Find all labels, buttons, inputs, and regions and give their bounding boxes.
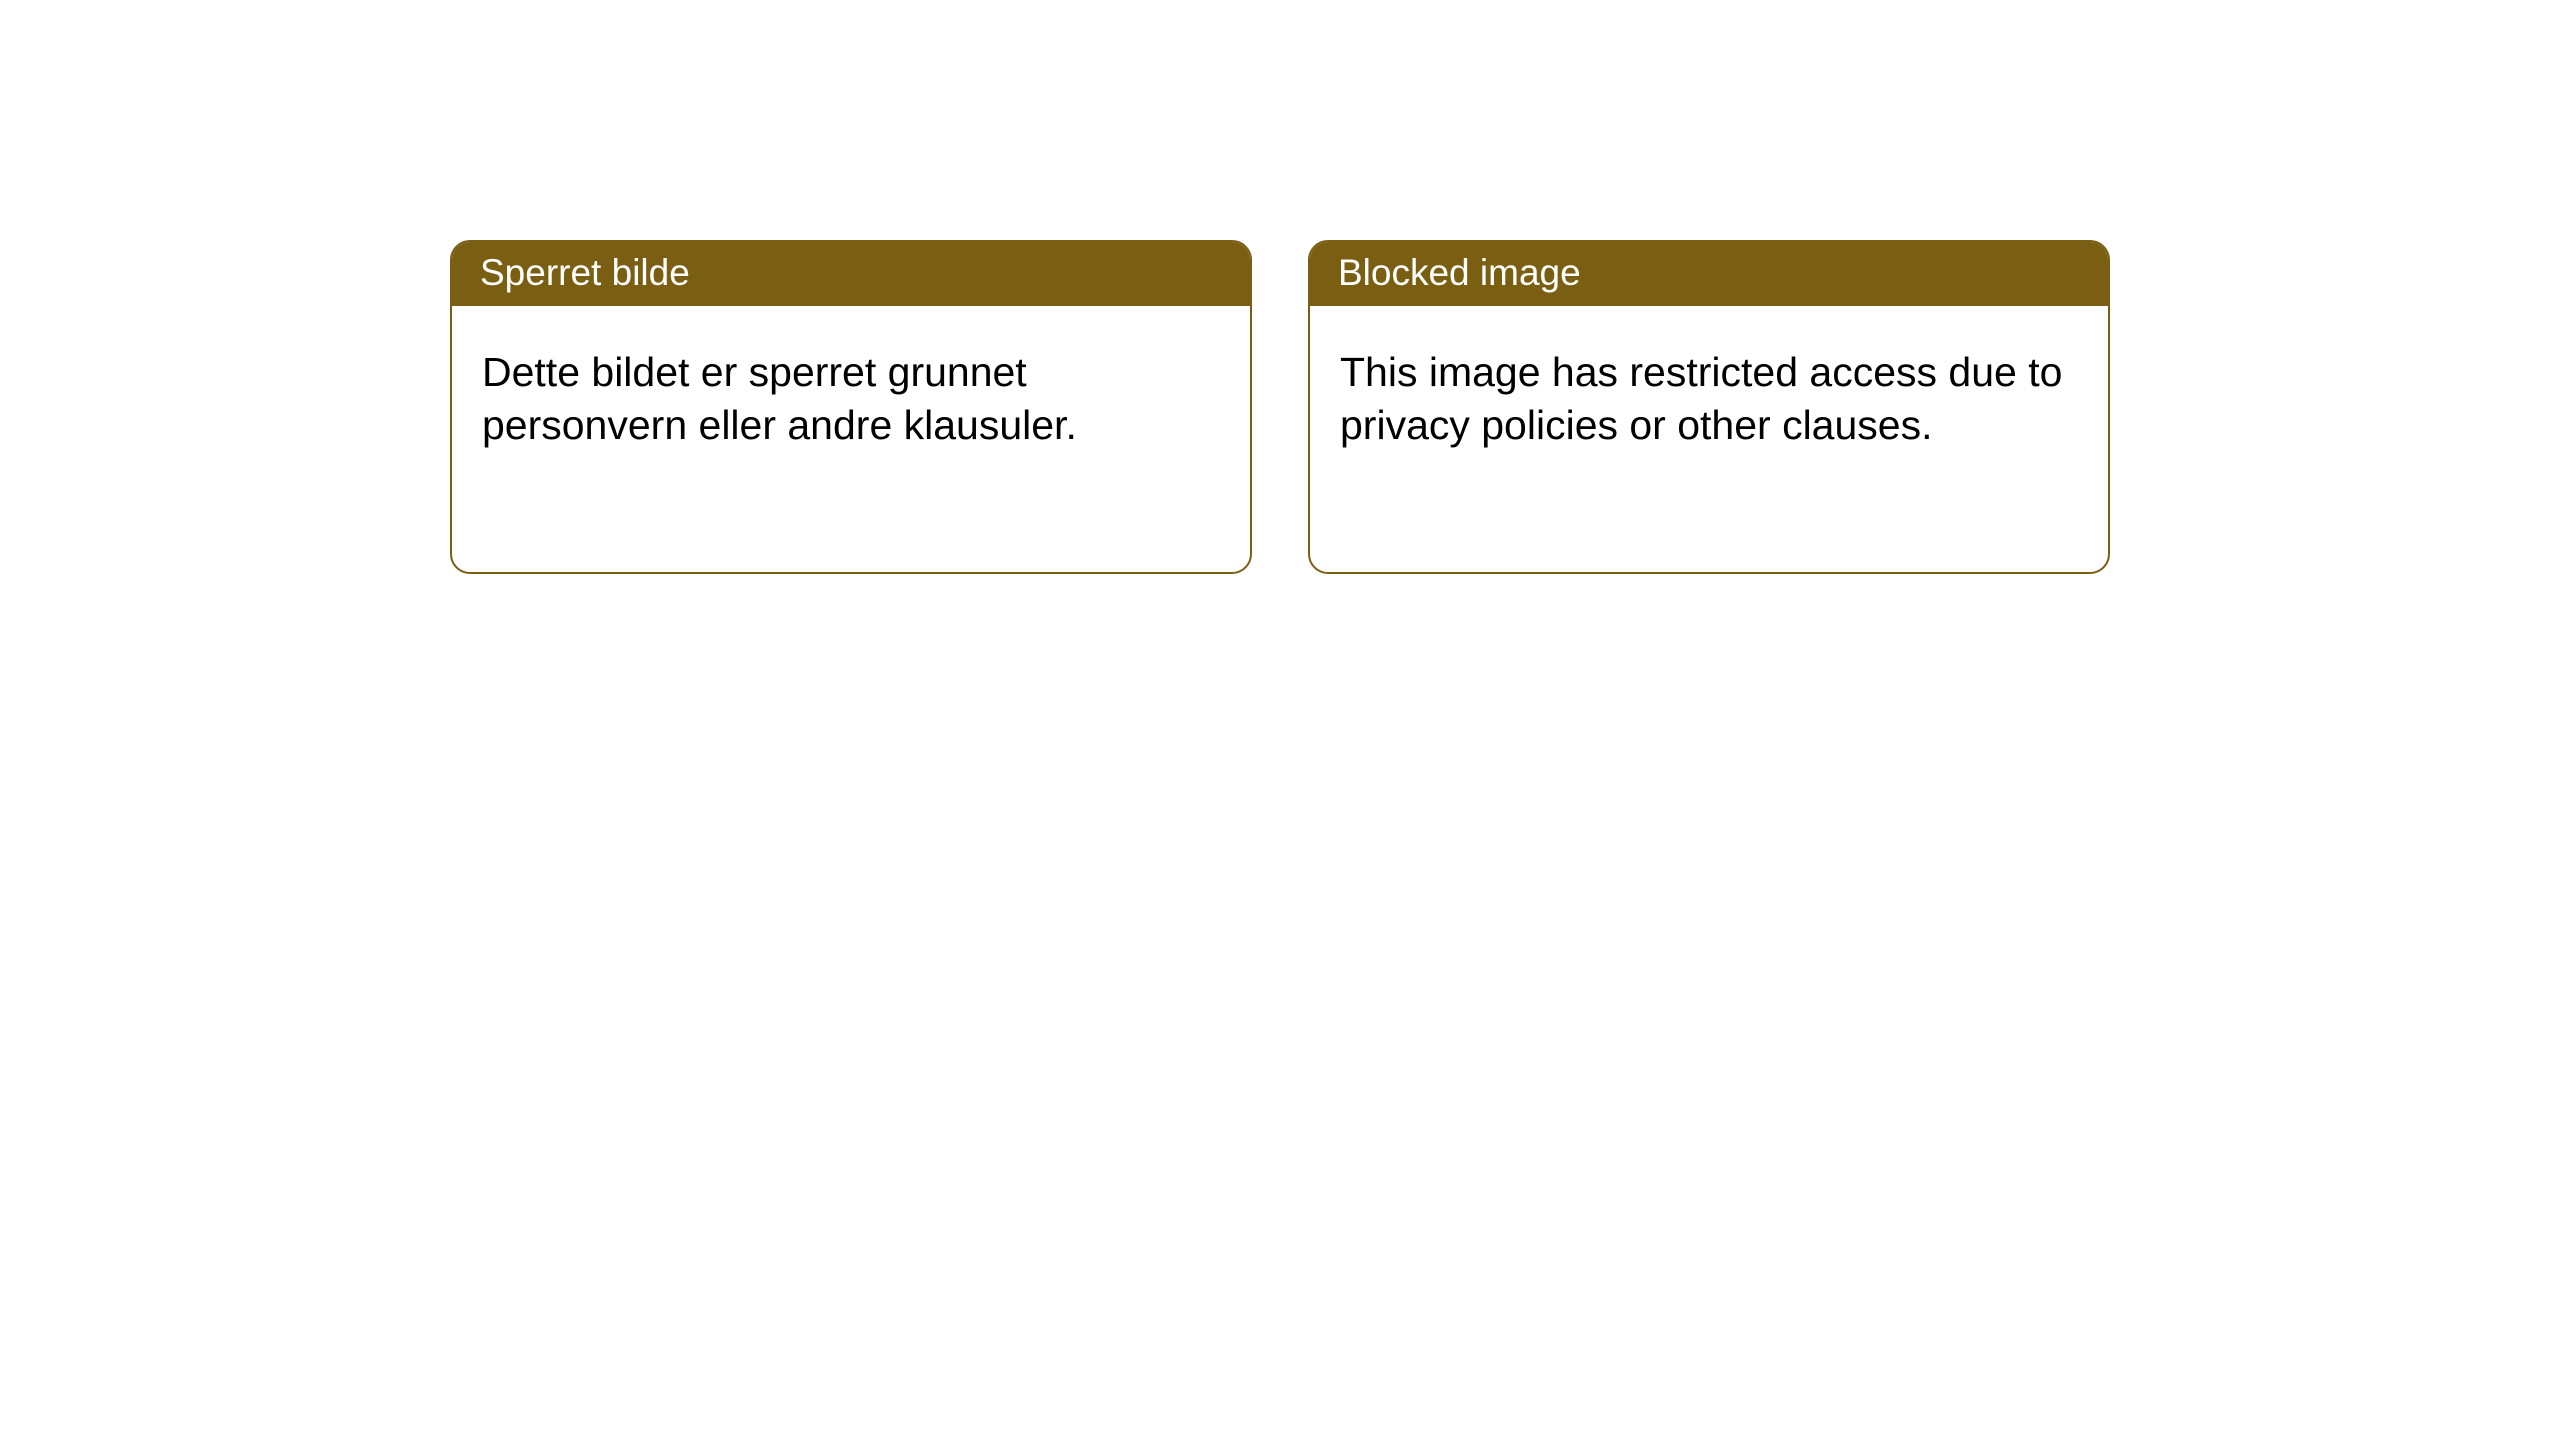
notice-header: Sperret bilde — [452, 242, 1250, 306]
notice-cards-container: Sperret bilde Dette bildet er sperret gr… — [450, 240, 2560, 574]
notice-card-norwegian: Sperret bilde Dette bildet er sperret gr… — [450, 240, 1252, 574]
notice-body: Dette bildet er sperret grunnet personve… — [452, 306, 1250, 493]
notice-card-english: Blocked image This image has restricted … — [1308, 240, 2110, 574]
notice-header: Blocked image — [1310, 242, 2108, 306]
notice-body: This image has restricted access due to … — [1310, 306, 2108, 493]
